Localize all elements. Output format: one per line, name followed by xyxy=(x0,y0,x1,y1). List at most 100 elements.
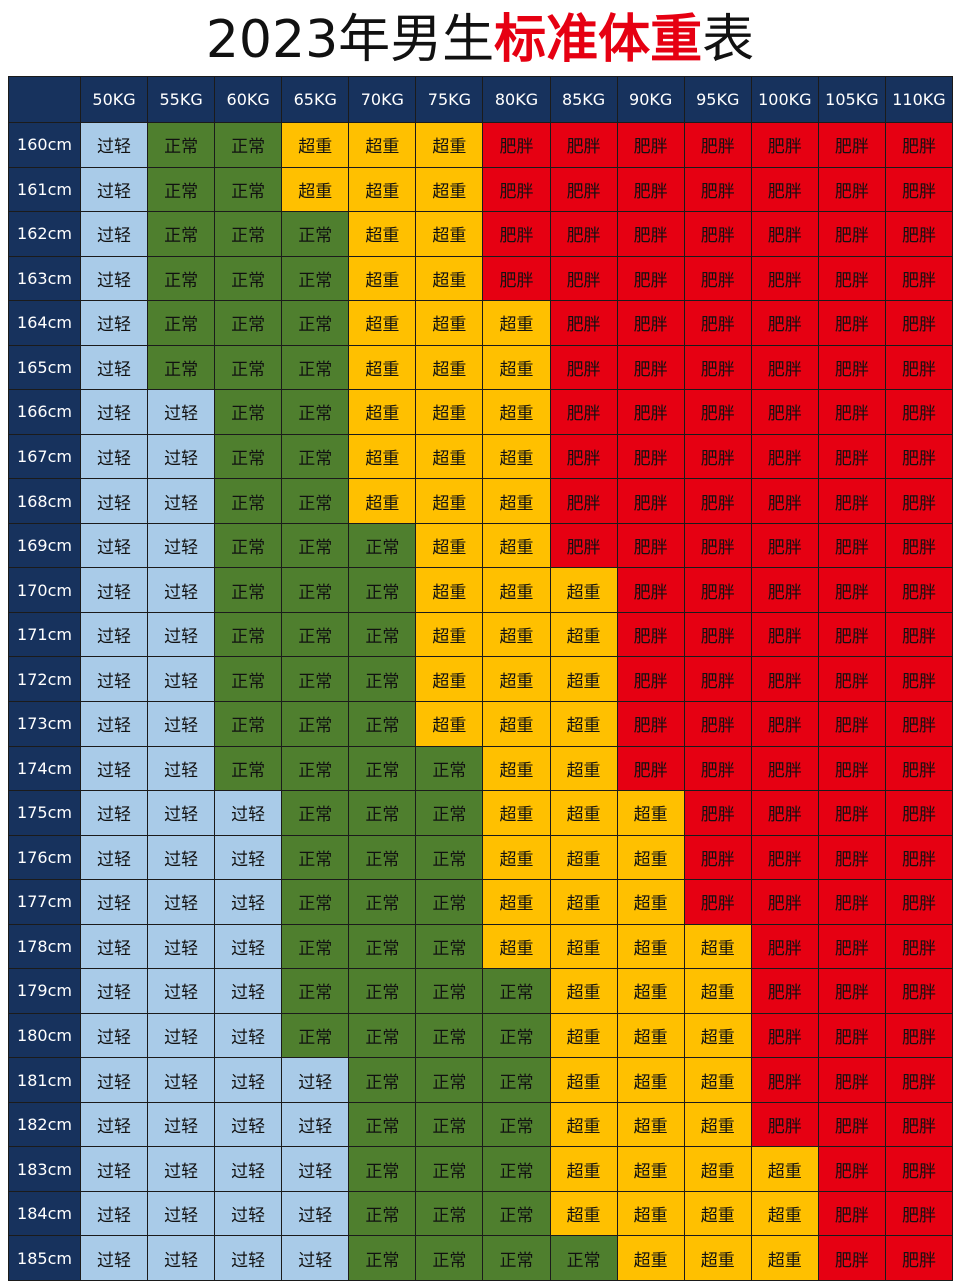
table-cell: 正常 xyxy=(214,701,283,747)
table-cell: 超重 xyxy=(415,166,484,213)
table-cell: 肥胖 xyxy=(750,745,819,792)
table-cell: 正常 xyxy=(214,433,283,480)
table-cell: 超重 xyxy=(683,1235,752,1281)
table-cell: 超重 xyxy=(482,522,551,569)
table-cell: 肥胖 xyxy=(884,701,953,747)
table-cell: 超重 xyxy=(415,122,484,168)
table-cell: 超重 xyxy=(549,879,618,925)
table-cell: 超重 xyxy=(683,1190,752,1237)
table-cell: 肥胖 xyxy=(884,656,953,702)
table-cell: 正常 xyxy=(281,300,350,346)
table-cell: 肥胖 xyxy=(482,255,551,302)
table-cell: 正常 xyxy=(482,968,551,1014)
table-cell: 超重 xyxy=(415,611,484,658)
table-cell: 正常 xyxy=(482,1057,551,1103)
table-cell: 肥胖 xyxy=(750,1012,819,1059)
column-header: 90KG xyxy=(616,76,685,123)
table-cell: 肥胖 xyxy=(817,834,886,881)
table-cell: 正常 xyxy=(482,1235,551,1281)
table-cell: 正常 xyxy=(415,1101,484,1148)
table-cell: 肥胖 xyxy=(616,745,685,792)
table-cell: 正常 xyxy=(214,522,283,569)
column-header: 80KG xyxy=(482,76,551,123)
table-cell: 肥胖 xyxy=(884,1235,953,1281)
table-cell: 肥胖 xyxy=(817,790,886,836)
table-cell: 正常 xyxy=(415,1012,484,1059)
table-cell: 肥胖 xyxy=(750,344,819,391)
column-header: 50KG xyxy=(80,76,149,123)
table-cell: 过轻 xyxy=(80,255,149,302)
table-cell: 肥胖 xyxy=(683,122,752,168)
table-cell: 过轻 xyxy=(214,1146,283,1192)
table-cell: 过轻 xyxy=(281,1190,350,1237)
table-cell: 肥胖 xyxy=(817,1190,886,1237)
column-header: 110KG xyxy=(884,76,953,123)
table-cell: 过轻 xyxy=(214,923,283,970)
table-cell: 过轻 xyxy=(281,1146,350,1192)
table-cell: 肥胖 xyxy=(616,701,685,747)
table-cell: 超重 xyxy=(549,834,618,881)
table-cell: 正常 xyxy=(147,166,216,213)
table-cell: 超重 xyxy=(348,433,417,480)
table-cell: 肥胖 xyxy=(817,745,886,792)
table-cell: 正常 xyxy=(348,611,417,658)
row-header: 177cm xyxy=(8,879,81,925)
table-cell: 正常 xyxy=(348,1235,417,1281)
table-cell: 肥胖 xyxy=(750,923,819,970)
row-header: 180cm xyxy=(8,1012,81,1059)
table-cell: 肥胖 xyxy=(750,834,819,881)
table-cell: 肥胖 xyxy=(683,300,752,346)
table-cell: 超重 xyxy=(616,1146,685,1192)
table-cell: 超重 xyxy=(348,389,417,435)
table-cell: 肥胖 xyxy=(884,344,953,391)
table-cell: 过轻 xyxy=(80,879,149,925)
table-cell: 肥胖 xyxy=(616,300,685,346)
table-cell: 肥胖 xyxy=(884,522,953,569)
table-cell: 超重 xyxy=(348,478,417,524)
table-cell: 超重 xyxy=(482,656,551,702)
table-cell: 超重 xyxy=(482,611,551,658)
table-cell: 超重 xyxy=(750,1146,819,1192)
table-cell: 正常 xyxy=(348,701,417,747)
table-cell: 肥胖 xyxy=(683,656,752,702)
corner-cell xyxy=(8,76,81,123)
table-cell: 超重 xyxy=(482,389,551,435)
row-header: 183cm xyxy=(8,1146,81,1192)
table-cell: 肥胖 xyxy=(683,433,752,480)
table-cell: 肥胖 xyxy=(482,211,551,257)
table-cell: 超重 xyxy=(348,211,417,257)
table-cell: 过轻 xyxy=(80,1190,149,1237)
column-header: 60KG xyxy=(214,76,283,123)
row-header: 179cm xyxy=(8,968,81,1014)
table-cell: 超重 xyxy=(549,701,618,747)
table-cell: 过轻 xyxy=(147,701,216,747)
table-cell: 过轻 xyxy=(80,1235,149,1281)
title-prefix: 2023年男生 xyxy=(205,10,495,70)
table-cell: 正常 xyxy=(348,1146,417,1192)
column-header: 65KG xyxy=(281,76,350,123)
table-cell: 正常 xyxy=(482,1146,551,1192)
row-header: 184cm xyxy=(8,1190,81,1237)
table-cell: 过轻 xyxy=(147,522,216,569)
table-cell: 过轻 xyxy=(80,166,149,213)
table-cell: 肥胖 xyxy=(817,1012,886,1059)
table-cell: 超重 xyxy=(482,923,551,970)
table-cell: 肥胖 xyxy=(817,1146,886,1192)
table-cell: 肥胖 xyxy=(884,745,953,792)
table-cell: 过轻 xyxy=(147,1235,216,1281)
table-cell: 肥胖 xyxy=(884,300,953,346)
table-cell: 超重 xyxy=(616,968,685,1014)
table-cell: 肥胖 xyxy=(817,611,886,658)
table-cell: 超重 xyxy=(415,478,484,524)
column-header: 85KG xyxy=(549,76,618,123)
table-cell: 超重 xyxy=(549,1101,618,1148)
table-cell: 正常 xyxy=(281,255,350,302)
table-cell: 正常 xyxy=(348,968,417,1014)
table-cell: 超重 xyxy=(482,300,551,346)
table-cell: 肥胖 xyxy=(750,300,819,346)
table-cell: 超重 xyxy=(683,968,752,1014)
table-cell: 过轻 xyxy=(80,656,149,702)
table-cell: 肥胖 xyxy=(817,122,886,168)
table-cell: 超重 xyxy=(683,1146,752,1192)
table-cell: 正常 xyxy=(348,522,417,569)
